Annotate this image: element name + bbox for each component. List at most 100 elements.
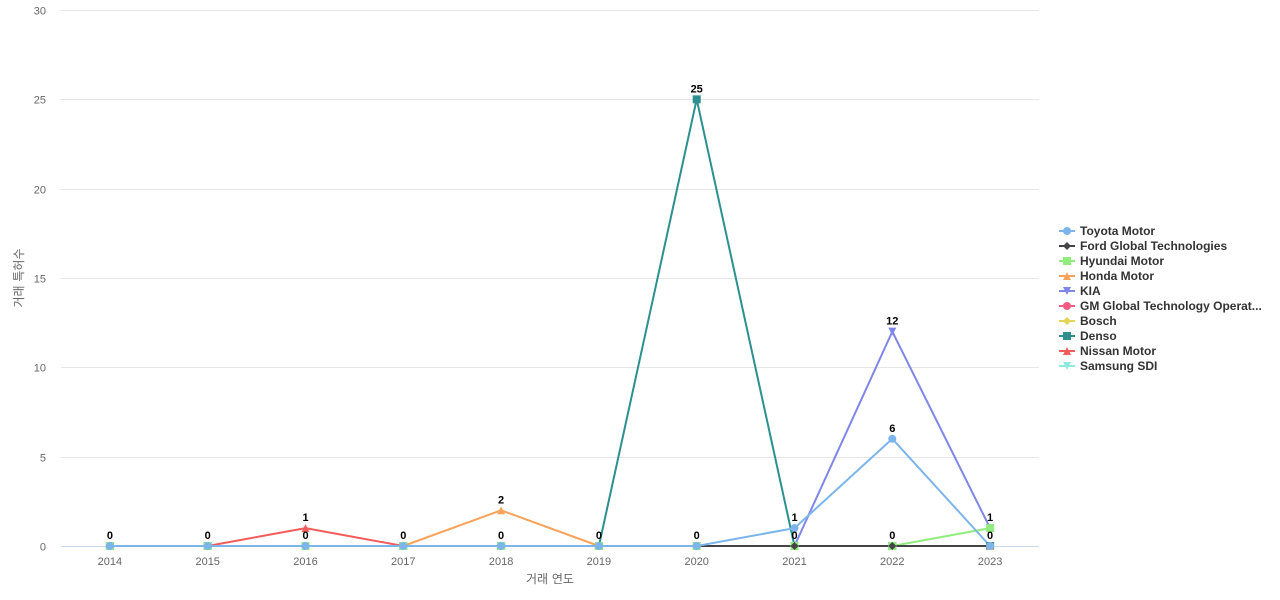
- x-tick-label: 2016: [293, 556, 317, 568]
- x-tick-label: 2017: [391, 556, 415, 568]
- data-point[interactable]: [888, 542, 897, 550]
- legend-marker-icon: [1063, 271, 1071, 280]
- data-point[interactable]: [203, 542, 212, 550]
- data-label: 0: [205, 530, 211, 542]
- legend-label: Samsung SDI: [1080, 358, 1158, 373]
- x-tick-label: 2018: [489, 556, 513, 568]
- data-point[interactable]: [692, 542, 701, 550]
- x-axis-ticks: 2014 2015 2016 2017 2018 2019 2020 2021 2022 2023: [98, 556, 1003, 568]
- legend-swatch-icon: [1059, 316, 1075, 325]
- legend: Toyota Motor Ford Global Technologies Hyun…: [1059, 223, 1280, 373]
- data-point[interactable]: [301, 524, 310, 533]
- data-label: 0: [889, 530, 895, 542]
- legend-swatch-icon: [1059, 346, 1075, 355]
- data-label: 0: [596, 530, 602, 542]
- data-label: 0: [400, 530, 406, 542]
- legend-swatch-icon: [1059, 226, 1075, 235]
- y-tick-label: 10: [34, 363, 46, 375]
- legend-item[interactable]: Nissan Motor: [1059, 343, 1280, 358]
- data-point[interactable]: [105, 542, 114, 550]
- legend-label: Ford Global Technologies: [1080, 238, 1228, 253]
- x-tick-label: 2020: [684, 556, 708, 568]
- data-point[interactable]: [594, 542, 603, 550]
- data-label: 0: [302, 530, 308, 542]
- legend-swatch-icon: [1059, 286, 1075, 295]
- x-tick-label: 2021: [782, 556, 806, 568]
- data-point[interactable]: [399, 542, 408, 550]
- series-line[interactable]: [109, 527, 991, 547]
- data-label: 0: [107, 530, 113, 542]
- data-label: 0: [694, 530, 700, 542]
- data-label: 12: [886, 316, 898, 328]
- data-label: 1: [791, 512, 797, 524]
- series-line[interactable]: [109, 330, 991, 547]
- legend-label: Nissan Motor: [1080, 343, 1157, 358]
- legend-item[interactable]: Samsung SDI: [1059, 358, 1280, 373]
- legend-marker-icon: [1063, 226, 1071, 235]
- legend-marker-icon: [1063, 301, 1071, 310]
- legend-marker-icon: [1063, 361, 1071, 370]
- legend-marker-icon: [1063, 316, 1071, 325]
- data-point[interactable]: [301, 542, 310, 550]
- y-tick-label: 25: [34, 95, 46, 107]
- legend-marker-icon: [1063, 286, 1071, 295]
- data-point[interactable]: [986, 542, 995, 550]
- legend-label: Denso: [1080, 328, 1117, 343]
- legend-marker-icon: [1063, 256, 1071, 265]
- legend-swatch-icon: [1059, 301, 1075, 310]
- legend-marker-icon: [1063, 346, 1071, 355]
- data-point[interactable]: [888, 434, 897, 443]
- y-tick-label: 0: [40, 542, 46, 554]
- data-point[interactable]: [790, 524, 799, 533]
- data-point[interactable]: [790, 542, 799, 550]
- legend-marker-icon: [1063, 241, 1071, 250]
- legend-label: Hyundai Motor: [1080, 253, 1164, 268]
- x-axis-title: 거래 연도: [526, 572, 574, 586]
- data-point[interactable]: [497, 506, 506, 515]
- y-tick-label: 15: [34, 274, 46, 286]
- legend-item[interactable]: Hyundai Motor: [1059, 253, 1280, 268]
- legend-label: Toyota Motor: [1080, 223, 1156, 238]
- data-labels: 0 0 1 0 0 2 0 0 25 0 1 0 12 6 0 1 0: [107, 83, 993, 542]
- data-label: 6: [889, 423, 895, 435]
- series-line[interactable]: [109, 98, 991, 547]
- legend-swatch-icon: [1059, 256, 1075, 265]
- data-label: 0: [498, 530, 504, 542]
- legend-item[interactable]: Toyota Motor: [1059, 223, 1280, 238]
- legend-swatch-icon: [1059, 331, 1075, 340]
- legend-item[interactable]: GM Global Technology Operat...: [1059, 298, 1280, 313]
- series-line[interactable]: [109, 527, 991, 547]
- x-tick-label: 2015: [195, 556, 219, 568]
- series-line[interactable]: [109, 437, 991, 547]
- legend-swatch-icon: [1059, 241, 1075, 250]
- legend-item[interactable]: Ford Global Technologies: [1059, 238, 1280, 253]
- data-label: 2: [498, 494, 504, 506]
- y-tick-label: 30: [34, 6, 46, 18]
- legend-label: KIA: [1080, 283, 1101, 298]
- gridlines: [61, 10, 1039, 458]
- x-tick-label: 2014: [98, 556, 122, 568]
- data-point[interactable]: [888, 327, 897, 336]
- series-markers: [105, 95, 995, 550]
- data-point[interactable]: [497, 542, 506, 550]
- legend-item[interactable]: KIA: [1059, 283, 1280, 298]
- data-label: 1: [302, 512, 308, 524]
- legend-swatch-icon: [1059, 271, 1075, 280]
- x-tick-label: 2019: [587, 556, 611, 568]
- data-point[interactable]: [692, 95, 701, 104]
- legend-swatch-icon: [1059, 361, 1075, 370]
- y-axis-title: 거래 특허수: [12, 248, 26, 307]
- x-tick-label: 2022: [880, 556, 904, 568]
- legend-label: Honda Motor: [1080, 268, 1154, 283]
- series-lines: [109, 98, 991, 547]
- data-label: 0: [791, 530, 797, 542]
- y-axis-ticks: 0 5 10 15 20 25 30: [34, 6, 46, 554]
- legend-item[interactable]: Bosch: [1059, 313, 1280, 328]
- x-tick-label: 2023: [978, 556, 1002, 568]
- legend-item[interactable]: Honda Motor: [1059, 268, 1280, 283]
- data-label: 1: [987, 512, 993, 524]
- data-point[interactable]: [986, 524, 995, 533]
- y-tick-label: 5: [40, 453, 46, 465]
- legend-item[interactable]: Denso: [1059, 328, 1280, 343]
